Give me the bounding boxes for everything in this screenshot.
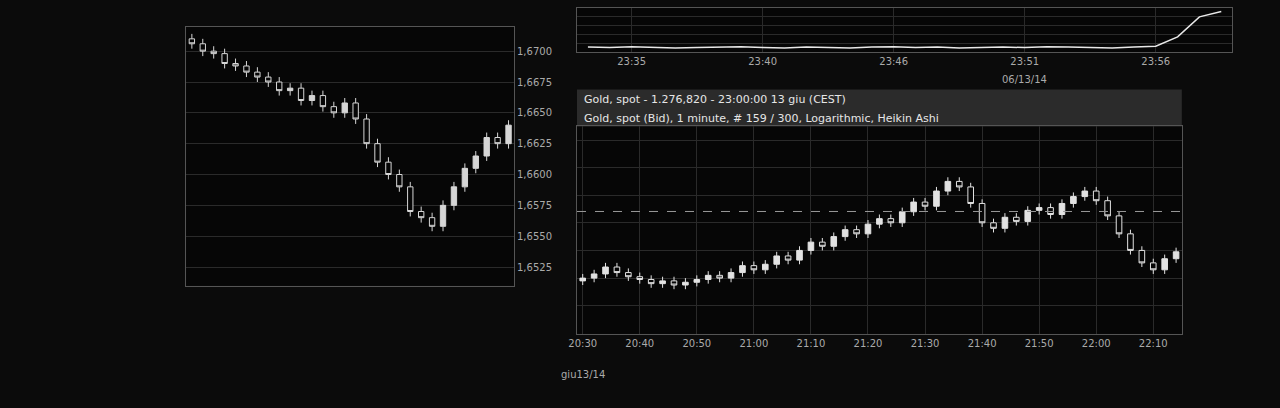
svg-text:20:30: 20:30 <box>568 338 597 349</box>
svg-text:giu13/14: giu13/14 <box>561 369 605 380</box>
svg-text:1,6650: 1,6650 <box>517 107 552 118</box>
svg-text:20:50: 20:50 <box>682 338 711 349</box>
svg-text:Gold, spot (Bid), 1 minute, #: Gold, spot (Bid), 1 minute, # 159 / 300,… <box>584 112 939 125</box>
svg-text:23:46: 23:46 <box>879 56 908 67</box>
svg-text:23:56: 23:56 <box>1141 56 1170 67</box>
svg-text:1,6675: 1,6675 <box>517 77 552 88</box>
svg-text:1,6700: 1,6700 <box>517 46 552 57</box>
svg-text:21:40: 21:40 <box>968 338 997 349</box>
svg-text:06/13/14: 06/13/14 <box>1002 74 1047 85</box>
svg-text:1,6575: 1,6575 <box>517 200 552 211</box>
svg-text:21:00: 21:00 <box>739 338 768 349</box>
svg-text:22:00: 22:00 <box>1082 338 1111 349</box>
svg-text:1,6600: 1,6600 <box>517 169 552 180</box>
svg-text:1,6525: 1,6525 <box>517 262 552 273</box>
svg-text:21:50: 21:50 <box>1025 338 1054 349</box>
svg-text:1,6550: 1,6550 <box>517 231 552 242</box>
svg-text:21:30: 21:30 <box>911 338 940 349</box>
svg-text:23:35: 23:35 <box>617 56 646 67</box>
svg-text:21:20: 21:20 <box>854 338 883 349</box>
svg-text:Gold, spot - 1.276,820 - 23:00: Gold, spot - 1.276,820 - 23:00:00 13 giu… <box>584 93 846 106</box>
svg-text:20:40: 20:40 <box>625 338 654 349</box>
svg-text:1,6625: 1,6625 <box>517 138 552 149</box>
svg-text:21:10: 21:10 <box>797 338 826 349</box>
svg-text:22:10: 22:10 <box>1139 338 1168 349</box>
svg-text:23:51: 23:51 <box>1010 56 1039 67</box>
svg-text:23:40: 23:40 <box>748 56 777 67</box>
